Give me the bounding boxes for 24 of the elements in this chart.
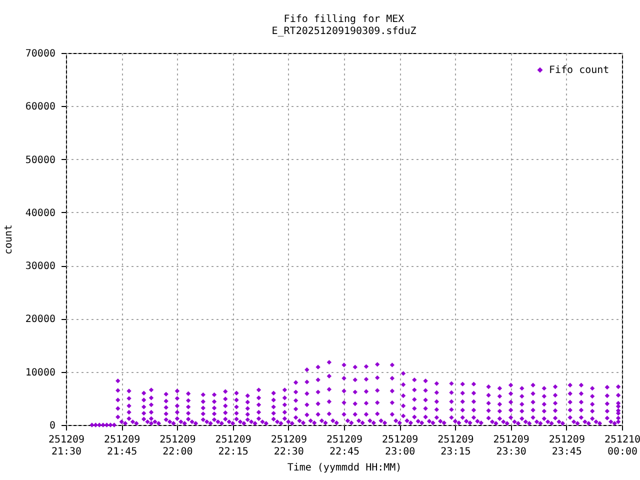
y-tick-label: 10000: [25, 367, 56, 378]
y-tick-label: 30000: [25, 261, 56, 272]
y-tick-label: 40000: [25, 208, 56, 219]
x-tick-label: 251209 21:30: [48, 434, 85, 458]
x-tick-label: 251209 23:00: [382, 434, 418, 458]
x-axis-title: Time (yymmdd HH:MM): [287, 462, 402, 474]
x-tick-label: 251209 23:45: [548, 434, 585, 458]
x-tick-label: 251209 23:30: [493, 434, 530, 458]
y-tick-label: 0: [49, 420, 56, 432]
y-tick-label: 60000: [25, 102, 56, 113]
x-tick-label: 251209 22:45: [326, 434, 363, 458]
y-tick-label: 20000: [25, 314, 56, 326]
x-tick-label: 251209 21:45: [104, 434, 140, 458]
x-tick-label: 251210 00:00: [604, 434, 640, 458]
chart-title: Fifo filling for MEX: [284, 14, 404, 25]
x-tick-label: 251209 23:15: [438, 434, 474, 458]
y-tick-label: 50000: [25, 154, 56, 166]
chart-subtitle: E_RT20251209190309.sfduZ: [272, 26, 416, 37]
x-tick-label: 251209 22:30: [270, 434, 307, 458]
y-axis-title: count: [3, 224, 14, 255]
y-tick-label: 70000: [25, 48, 56, 60]
x-tick-label: 251209 22:15: [215, 434, 252, 458]
legend-label: Fifo count: [549, 65, 610, 76]
x-tick-label: 251209 22:00: [160, 434, 196, 458]
